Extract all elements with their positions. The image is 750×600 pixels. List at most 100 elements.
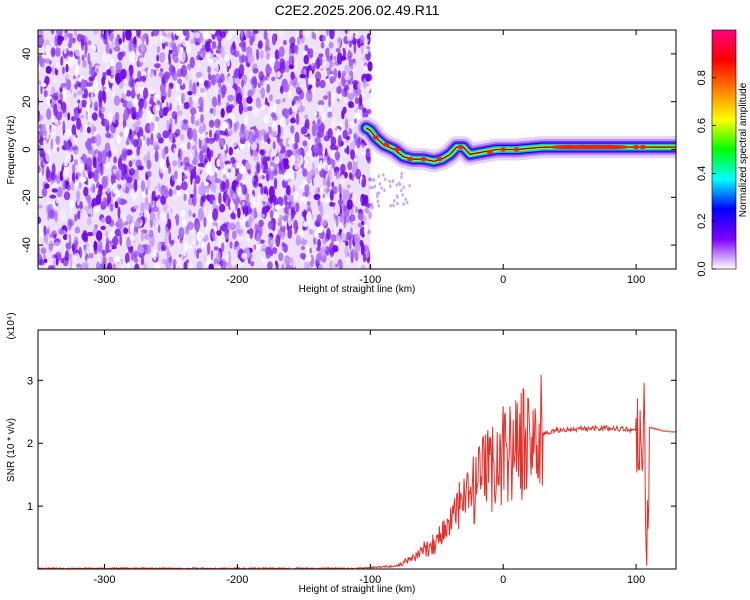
noise-speckle [240,30,243,39]
noise-speckle [333,68,338,80]
noise-speckle [77,99,81,104]
y-tick-label: -20 [21,189,33,205]
noise-speckle [270,249,274,257]
noise-speckle [58,229,65,235]
noise-speckle [41,187,48,198]
noise-speckle [301,237,305,243]
noise-speckle [212,199,216,211]
ridge-hotspot [589,144,630,150]
noise-speckle [229,199,234,210]
noise-speckle [153,69,157,77]
noise-speckle [68,36,74,45]
noise-speckle [135,159,142,169]
noise-speckle [109,203,114,212]
noise-speckle [120,163,127,176]
noise-speckle [210,149,214,158]
noise-speckle [247,89,254,98]
noise-speckle [327,175,330,187]
noise-speckle [327,111,333,118]
noise-speckle [197,162,205,168]
noise-speckle [295,234,302,246]
noise-speckle [343,189,350,201]
noise-speckle [106,262,113,269]
noise-speckle [105,230,109,238]
noise-speckle [281,164,285,175]
noise-speckle [140,42,146,53]
noise-speckle [74,44,81,57]
noise-speckle [38,54,42,60]
noise-speckle [42,139,47,145]
noise-speckle [228,30,235,37]
noise-speckle [176,110,183,116]
noise-speckle [234,240,239,247]
noise-speckle [50,30,55,35]
noise-speckle [212,208,219,221]
noise-speckle [82,94,86,99]
noise-speckle [202,137,207,149]
noise-speckle [320,193,324,198]
noise-speckle [328,97,331,108]
noise-speckle [370,178,373,182]
noise-speckle [68,209,73,216]
noise-speckle [319,79,326,89]
noise-speckle [87,52,91,65]
noise-speckle [365,86,371,93]
noise-speckle [154,263,161,269]
noise-speckle [104,162,111,169]
noise-speckle [282,39,287,46]
noise-speckle [256,232,261,245]
noise-speckle [143,233,150,240]
noise-speckle [278,30,286,39]
noise-speckle [275,234,281,247]
noise-speckle [278,46,285,58]
noise-speckle [88,76,94,82]
noise-speckle [168,52,171,61]
noise-speckle [241,201,245,207]
noise-speckle [108,256,114,264]
noise-speckle [179,50,186,63]
noise-speckle [117,185,121,190]
noise-speckle [101,76,106,87]
noise-speckle [293,219,299,229]
noise-speckle [291,112,296,118]
noise-speckle [95,133,102,147]
noise-speckle [292,260,296,269]
noise-speckle [62,66,65,75]
noise-speckle [175,81,180,92]
noise-speckle [219,180,226,193]
noise-speckle [155,223,159,229]
noise-speckle [274,49,279,60]
noise-speckle [327,128,333,139]
noise-speckle [154,150,159,163]
noise-speckle [170,51,178,60]
noise-speckle [226,163,231,169]
noise-speckle [102,89,106,101]
noise-speckle [109,240,113,248]
noise-speckle [63,131,70,142]
noise-speckle [182,119,188,125]
noise-speckle [338,183,342,193]
noise-speckle [349,214,356,222]
noise-speckle [264,205,271,211]
noise-speckle [252,106,259,116]
x-tick-label: 0 [500,274,506,286]
noise-speckle [288,107,293,116]
noise-speckle [151,190,156,201]
noise-speckle [235,161,240,169]
noise-speckle [193,187,197,196]
noise-speckle [149,212,156,221]
noise-speckle [284,150,288,160]
noise-speckle [189,56,195,69]
noise-speckle [56,253,62,260]
noise-speckle [260,184,264,195]
noise-speckle [139,57,146,63]
noise-speckle [330,53,333,61]
noise-speckle [208,73,212,81]
noise-speckle [145,187,149,196]
noise-speckle [290,125,295,134]
noise-speckle [106,69,112,76]
noise-speckle [272,141,276,150]
noise-speckle [336,100,340,107]
x-tick-label: -100 [359,574,381,586]
noise-speckle [174,114,178,125]
